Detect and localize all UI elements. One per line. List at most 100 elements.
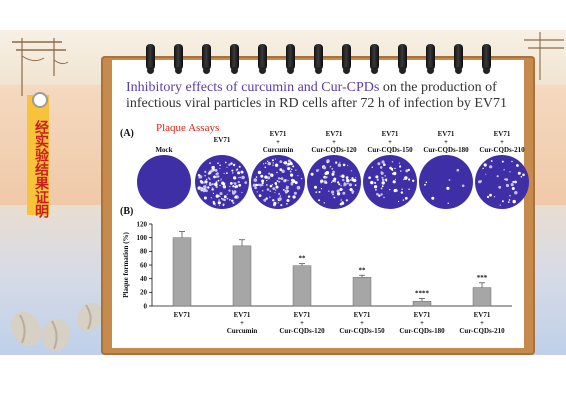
plaque-spot bbox=[408, 188, 410, 190]
plaque-spot bbox=[240, 170, 244, 174]
x-tick-label-line: Cur-CQDs-120 bbox=[279, 327, 325, 335]
dish-plate bbox=[363, 155, 417, 209]
plaque-spot bbox=[252, 183, 257, 187]
plaque-spot bbox=[258, 194, 262, 197]
plaque-spot bbox=[218, 199, 220, 201]
plaque-spot bbox=[339, 161, 341, 163]
plaque-spot bbox=[489, 193, 492, 197]
plaque-spot bbox=[380, 171, 384, 175]
plaque-spot bbox=[220, 178, 222, 180]
plaque-spot bbox=[219, 192, 223, 196]
plaque-spot bbox=[210, 169, 214, 173]
chart-axes: 0 20 40 60 80 100 120 Plaque formation (%) bbox=[122, 220, 512, 310]
plaque-spot bbox=[223, 198, 226, 202]
plaque-spot bbox=[508, 199, 511, 201]
plaque-spot bbox=[232, 185, 235, 188]
plaque-spot bbox=[269, 190, 272, 192]
plaque-spot bbox=[256, 191, 258, 193]
plaque-spot bbox=[264, 162, 267, 164]
plaque-spot bbox=[503, 169, 505, 171]
plaque-spot bbox=[280, 178, 281, 180]
y-tick-label: 40 bbox=[140, 275, 148, 283]
plaque-spot bbox=[374, 181, 377, 184]
background-bottom bbox=[0, 355, 566, 400]
plaque-spot bbox=[232, 201, 235, 204]
plaque-spot bbox=[279, 160, 283, 163]
plaque-spot bbox=[235, 170, 237, 172]
plaque-spot bbox=[232, 172, 234, 174]
plaque-spot bbox=[270, 175, 272, 177]
plaque-spot bbox=[204, 187, 206, 189]
plaque-spot bbox=[461, 184, 465, 188]
plaque-spot bbox=[215, 185, 218, 189]
plaque-spot bbox=[222, 182, 226, 186]
plaque-spot bbox=[341, 174, 345, 178]
plaque-spot bbox=[229, 185, 231, 188]
dish-label: EV71 bbox=[213, 136, 231, 144]
x-tick-label-line: Cur-CQDs-150 bbox=[339, 327, 385, 335]
plaque-spot bbox=[208, 178, 211, 180]
plaque-spot bbox=[331, 174, 334, 176]
plaque-spot bbox=[345, 176, 349, 179]
plaque-spot bbox=[220, 179, 222, 181]
plaque-spot bbox=[233, 182, 235, 184]
plaque-spot bbox=[238, 165, 241, 168]
plaque-spot bbox=[214, 182, 218, 187]
x-tick-label: EV71 + Curcumin bbox=[227, 311, 258, 335]
x-tick-label-line: + bbox=[420, 319, 424, 327]
x-tick-label: EV71 bbox=[174, 311, 191, 319]
plaque-spot bbox=[337, 181, 340, 184]
chart-bars bbox=[172, 231, 492, 307]
plaque-spot bbox=[405, 169, 409, 173]
plaque-spot bbox=[493, 196, 496, 198]
plaque-spot bbox=[219, 204, 220, 206]
plaque-spot bbox=[197, 174, 201, 177]
plaque-spot bbox=[354, 184, 357, 187]
plaque-spot bbox=[400, 170, 402, 172]
plaque-spot bbox=[271, 184, 273, 186]
plaque-spot bbox=[234, 182, 237, 185]
plaque-spot bbox=[412, 179, 415, 182]
binder-ring-icon bbox=[146, 44, 155, 74]
branch-decoration-left bbox=[12, 38, 69, 96]
plaque-spot bbox=[277, 177, 281, 180]
plaque-spot bbox=[323, 202, 326, 204]
plaque-spot bbox=[231, 190, 233, 192]
plaque-spot bbox=[257, 170, 262, 175]
plaque-spot bbox=[278, 192, 281, 195]
bar bbox=[352, 277, 372, 307]
dish-label: Mock bbox=[155, 146, 173, 154]
dish-label: EV71 + Curcumin bbox=[262, 130, 294, 154]
plaque-spot bbox=[370, 180, 374, 185]
plaque-spot bbox=[316, 169, 319, 172]
plaque-spot bbox=[209, 162, 211, 164]
plaque-spot bbox=[394, 167, 396, 170]
bar bbox=[232, 245, 252, 307]
plaque-spot bbox=[289, 170, 292, 173]
plaque-spot bbox=[292, 195, 296, 199]
plaque-spot bbox=[277, 202, 279, 204]
plaque-spot bbox=[286, 165, 288, 167]
plaque-spot bbox=[318, 191, 321, 193]
plaque-spot bbox=[350, 178, 353, 181]
plaque-spot bbox=[199, 187, 202, 190]
plaque-spot bbox=[332, 179, 335, 182]
plaque-spot bbox=[326, 160, 328, 163]
plaque-spot bbox=[226, 166, 228, 168]
plaque-spot bbox=[342, 191, 346, 195]
plaque-spot bbox=[275, 158, 277, 160]
plaque-spot bbox=[280, 177, 284, 180]
plaque-spot bbox=[345, 199, 348, 202]
plaque-spot bbox=[286, 199, 290, 202]
plaque-spot bbox=[217, 162, 219, 164]
plaque-spot bbox=[333, 196, 336, 199]
binder-ring-icon bbox=[370, 44, 379, 74]
plaque-spot bbox=[223, 185, 225, 187]
plaque-spot bbox=[381, 178, 385, 182]
plaque-spot bbox=[272, 162, 274, 164]
plaque-spot bbox=[378, 194, 381, 197]
plaque-spot bbox=[217, 179, 220, 182]
plaque-spot bbox=[511, 160, 513, 163]
dish-plate bbox=[475, 155, 529, 209]
bar bbox=[292, 265, 312, 307]
